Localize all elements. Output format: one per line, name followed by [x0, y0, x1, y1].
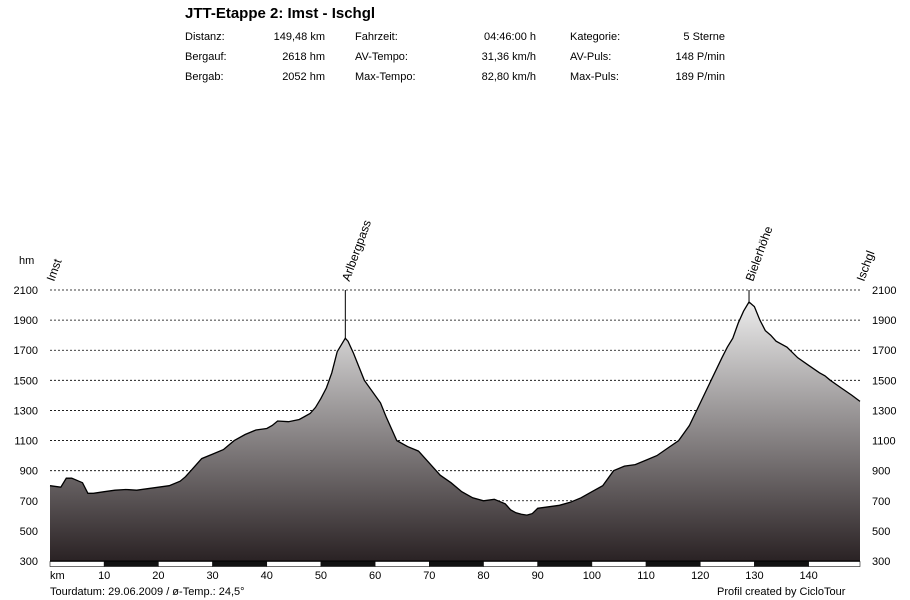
x-tick-110: 110	[637, 570, 655, 582]
y-tick-left-1100: 1100	[14, 436, 38, 448]
x-tick-140: 140	[799, 570, 817, 582]
stat-label-category: Kategorie:	[570, 31, 621, 43]
stat-value-climb: 2618 hm	[282, 51, 325, 63]
stat-label-max-speed: Max-Tempo:	[355, 71, 416, 83]
km-scale-segment-8	[483, 561, 538, 567]
stat-label-avg-speed: AV-Tempo:	[355, 51, 408, 63]
y-tick-right-900: 900	[872, 466, 890, 478]
stat-value-avg-speed: 31,36 km/h	[481, 51, 536, 63]
km-scale-segment-3	[212, 561, 268, 567]
y-tick-left-1500: 1500	[14, 375, 38, 387]
km-scale-segment-7	[429, 561, 484, 567]
km-scale-segment-9	[537, 561, 593, 567]
profile-credit: Profil created by CicloTour	[717, 586, 846, 598]
waypoint-label-3: Ischgl	[854, 249, 878, 283]
x-tick-40: 40	[261, 570, 273, 582]
y-tick-left-2100: 2100	[14, 285, 38, 297]
y-tick-right-1500: 1500	[872, 375, 896, 387]
stat-label-ride-time: Fahrzeit:	[355, 31, 398, 43]
stat-value-distance: 149,48 km	[273, 31, 325, 43]
y-tick-left-1300: 1300	[14, 405, 38, 417]
x-tick-70: 70	[423, 570, 435, 582]
stat-label-descent: Bergab:	[185, 71, 224, 83]
x-tick-80: 80	[477, 570, 489, 582]
y-tick-right-300: 300	[872, 556, 890, 568]
x-tick-120: 120	[691, 570, 709, 582]
x-tick-100: 100	[583, 570, 601, 582]
y-tick-left-1700: 1700	[14, 345, 38, 357]
km-scale-segment-4	[266, 561, 322, 567]
y-tick-right-1700: 1700	[872, 345, 896, 357]
y-tick-left-1900: 1900	[14, 315, 38, 327]
tour-date-temperature: Tourdatum: 29.06.2009 / ø-Temp.: 24,5°	[50, 586, 245, 598]
y-tick-left-900: 900	[20, 466, 38, 478]
km-scale-segment-5	[320, 561, 376, 567]
y-axis-label: hm	[19, 255, 34, 267]
y-tick-left-500: 500	[20, 526, 38, 538]
y-tick-left-700: 700	[20, 496, 38, 508]
km-scale-segment-14	[808, 561, 861, 567]
chart-title: JTT-Etappe 2: Imst - Ischgl	[185, 5, 376, 22]
km-scale-segment-13	[754, 561, 809, 567]
km-scale-segment-6	[374, 561, 430, 567]
km-scale-segment-2	[158, 561, 213, 567]
elevation-line	[49, 301, 861, 516]
stat-label-climb: Bergauf:	[185, 51, 227, 63]
y-tick-right-1100: 1100	[872, 436, 896, 448]
stat-value-category: 5 Sterne	[683, 31, 725, 43]
x-axis-label: km	[50, 570, 65, 582]
km-scale-segment-0	[49, 561, 105, 567]
stat-label-max-pulse: Max-Puls:	[570, 71, 619, 83]
waypoint-label-1: Arlbergpass	[339, 218, 374, 283]
x-tick-10: 10	[98, 570, 110, 582]
elevation-area	[50, 302, 860, 561]
y-tick-right-1900: 1900	[872, 315, 896, 327]
x-tick-130: 130	[745, 570, 763, 582]
km-scale-segment-10	[591, 561, 647, 567]
stat-value-descent: 2052 hm	[282, 71, 325, 83]
y-tick-right-1300: 1300	[872, 405, 896, 417]
y-tick-left-300: 300	[20, 556, 38, 568]
stat-label-avg-pulse: AV-Puls:	[570, 51, 612, 63]
x-tick-60: 60	[369, 570, 381, 582]
x-tick-20: 20	[152, 570, 164, 582]
waypoint-label-2: Bielerhöhe	[743, 224, 776, 283]
km-scale-segment-12	[699, 561, 755, 567]
y-tick-right-700: 700	[872, 496, 890, 508]
x-tick-30: 30	[206, 570, 218, 582]
stat-value-avg-pulse: 148 P/min	[675, 51, 725, 63]
stat-value-ride-time: 04:46:00 h	[484, 31, 536, 43]
y-tick-right-500: 500	[872, 526, 890, 538]
km-scale-segment-1	[103, 561, 159, 567]
stat-value-max-speed: 82,80 km/h	[481, 71, 536, 83]
waypoint-label-0: Imst	[44, 256, 65, 283]
x-tick-90: 90	[532, 570, 544, 582]
km-scale-segment-11	[645, 561, 701, 567]
y-tick-right-2100: 2100	[872, 285, 896, 297]
stat-value-max-pulse: 189 P/min	[675, 71, 725, 83]
x-tick-50: 50	[315, 570, 327, 582]
stat-label-distance: Distanz:	[185, 31, 225, 43]
